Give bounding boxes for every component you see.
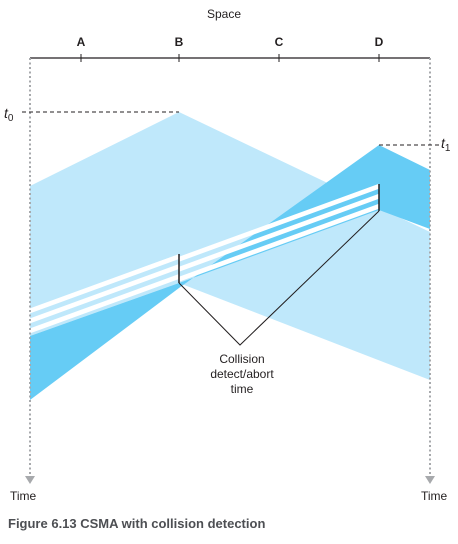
overlap-b-stripe — [30, 269, 179, 336]
time-label-right: Time — [421, 489, 448, 503]
overlap-d-stripe — [179, 189, 379, 275]
figure-caption: Figure 6.13 CSMA with collision detectio… — [8, 516, 266, 531]
node-a-label: A — [77, 35, 86, 49]
annotation-line-1: Collision — [219, 352, 264, 366]
annotation-pointer — [178, 210, 380, 346]
node-d-label: D — [375, 35, 384, 49]
space-label: Space — [207, 7, 241, 21]
t0-label: t0 — [4, 105, 14, 124]
time-label-left: Time — [10, 489, 37, 503]
t1-label: t1 — [441, 135, 451, 154]
time-arrow-left-icon — [25, 476, 35, 484]
overlap-d-stripe — [179, 180, 379, 265]
light-signal-region-b — [30, 112, 430, 380]
node-c-label: C — [275, 35, 284, 49]
overlap-b-stripe — [30, 254, 179, 317]
overlap-b-stripe — [30, 259, 179, 327]
dark-signal-region-d — [30, 145, 430, 400]
annotation-line-3: time — [231, 382, 254, 396]
node-b-label: B — [175, 35, 184, 49]
overlap-d-stripe — [179, 199, 379, 283]
time-arrow-right-icon — [425, 476, 435, 484]
annotation-line-2: detect/abort — [210, 367, 274, 381]
